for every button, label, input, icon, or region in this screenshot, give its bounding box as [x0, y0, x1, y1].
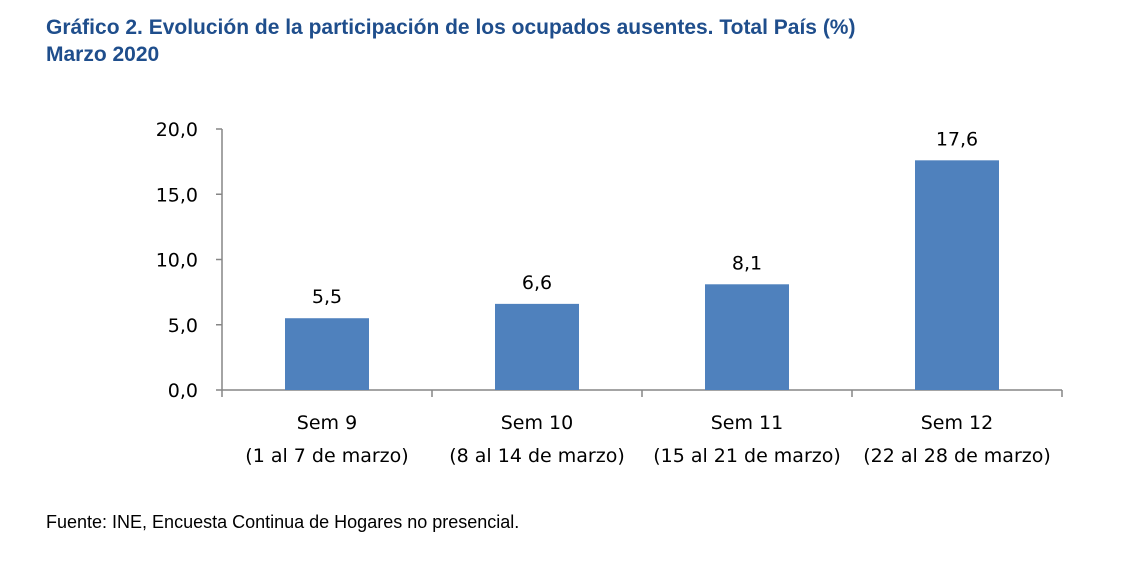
data-label: 17,6 — [936, 128, 978, 150]
bar — [495, 303, 579, 390]
y-tick-label: 10,0 — [156, 250, 198, 272]
source-note: Fuente: INE, Encuesta Continua de Hogare… — [46, 512, 520, 532]
chart-title: Gráfico 2. Evolución de la participación… — [46, 14, 1106, 68]
x-category-label: (1 al 7 de marzo) — [245, 445, 408, 467]
data-label: 8,1 — [732, 252, 762, 274]
bar — [285, 318, 369, 390]
y-tick-label: 0,0 — [168, 380, 198, 402]
x-category-label: (15 al 21 de marzo) — [653, 445, 841, 467]
y-tick-label: 5,0 — [168, 315, 198, 337]
bar-chart: 0,0 5,0 10,0 15,0 20,0 5,5 Sem 9 (1 al 7 de mar… — [156, 119, 1063, 467]
x-category-label: (8 al 14 de marzo) — [449, 445, 624, 467]
x-category-label: Sem 11 — [711, 412, 783, 434]
y-tick-label: 15,0 — [156, 184, 198, 206]
y-tick-label: 20,0 — [156, 119, 198, 141]
chart-title-line1: Gráfico 2. Evolución de la participación… — [46, 16, 856, 39]
x-category-label: Sem 10 — [501, 412, 573, 434]
data-label: 5,5 — [312, 286, 342, 308]
x-category-label: Sem 9 — [297, 412, 357, 434]
x-category-label: (22 al 28 de marzo) — [863, 445, 1051, 467]
x-category-label: Sem 12 — [921, 412, 993, 434]
data-label: 6,6 — [522, 272, 552, 294]
bar — [705, 284, 789, 390]
chart-subtitle: Marzo 2020 — [46, 43, 160, 66]
bar — [915, 160, 999, 390]
